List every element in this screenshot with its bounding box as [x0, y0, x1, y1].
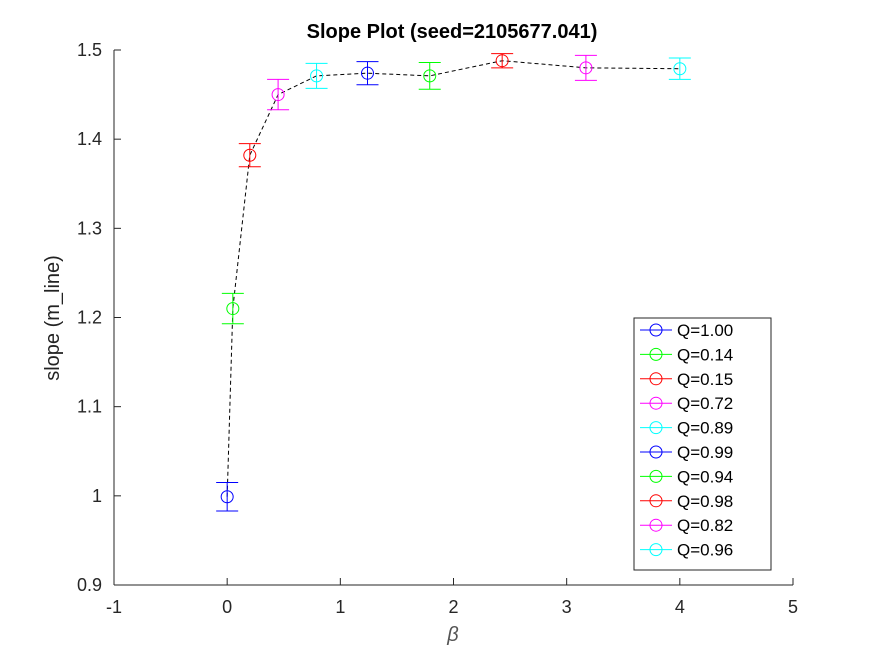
- legend-label: Q=0.96: [677, 541, 733, 560]
- x-tick-label: 0: [222, 597, 232, 617]
- data-point: [356, 61, 379, 86]
- legend: Q=1.00 Q=0.14 Q=0.15 Q=0.72 Q=0.89 Q=0.99 Q=0.…: [633, 317, 772, 571]
- legend-marker: [649, 543, 663, 557]
- data-point: [491, 53, 514, 69]
- legend-marker: [649, 445, 663, 459]
- legend-marker: [649, 518, 663, 532]
- legend-marker: [649, 372, 663, 386]
- x-tick-label: 5: [788, 597, 798, 617]
- legend-entry: Q=0.89: [640, 419, 733, 438]
- legend-label: Q=0.94: [677, 467, 733, 486]
- legend-label: Q=0.72: [677, 394, 733, 413]
- x-axis-label: β: [446, 624, 458, 646]
- x-axis-ticks: -1 0 1 2 3 4 5: [106, 578, 798, 617]
- data-markers: [216, 53, 691, 512]
- y-tick-label: 1.5: [77, 40, 102, 60]
- legend-entry: Q=0.14: [640, 345, 733, 364]
- x-tick-label: 1: [335, 597, 345, 617]
- x-tick-label: 2: [448, 597, 458, 617]
- data-point: [574, 54, 597, 81]
- legend-entry: Q=0.94: [640, 467, 733, 486]
- data-point: [305, 62, 328, 89]
- legend-label: Q=0.89: [677, 419, 733, 438]
- legend-marker: [649, 347, 663, 361]
- marker-circle: [495, 54, 509, 68]
- legend-entry: Q=0.98: [640, 492, 733, 511]
- marker-circle: [243, 148, 257, 162]
- legend-label: Q=0.98: [677, 492, 733, 511]
- legend-entry: Q=0.96: [640, 541, 733, 560]
- legend-label: Q=0.99: [677, 443, 733, 462]
- data-point: [267, 78, 290, 111]
- legend-label: Q=0.15: [677, 370, 733, 389]
- y-tick-label: 1: [92, 486, 102, 506]
- connector-line: [226, 60, 680, 497]
- legend-entry: Q=0.15: [640, 370, 733, 389]
- y-tick-label: 0.9: [77, 575, 102, 595]
- marker-circle: [423, 69, 437, 83]
- legend-entry: Q=0.72: [640, 394, 733, 413]
- y-tick-label: 1.3: [77, 218, 102, 238]
- marker-circle: [271, 88, 285, 102]
- data-point: [216, 481, 239, 512]
- y-tick-label: 1.2: [77, 308, 102, 328]
- marker-circle: [310, 69, 324, 83]
- marker-circle: [673, 62, 687, 76]
- legend-label: Q=1.00: [677, 321, 733, 340]
- legend-label: Q=0.14: [677, 345, 733, 364]
- data-point: [238, 143, 261, 168]
- legend-marker: [649, 421, 663, 435]
- legend-entry: Q=0.99: [640, 443, 733, 462]
- data-point: [418, 61, 441, 90]
- marker-circle: [220, 490, 234, 504]
- legend-marker: [649, 323, 663, 337]
- legend-marker: [649, 494, 663, 508]
- marker-circle: [360, 66, 374, 80]
- data-point: [221, 292, 244, 325]
- y-tick-label: 1.4: [77, 129, 102, 149]
- legend-entry: Q=0.82: [640, 516, 733, 535]
- y-axis-ticks: 0.9 1 1.1 1.2 1.3 1.4 1.5: [77, 40, 121, 595]
- marker-circle: [579, 61, 593, 75]
- legend-label: Q=0.82: [677, 516, 733, 535]
- legend-entry: Q=1.00: [640, 321, 733, 340]
- marker-circle: [226, 302, 240, 316]
- x-tick-label: 4: [675, 597, 685, 617]
- x-tick-label: 3: [562, 597, 572, 617]
- legend-marker: [649, 469, 663, 483]
- y-axis-label: slope (m_line): [42, 255, 64, 381]
- y-tick-label: 1.1: [77, 397, 102, 417]
- legend-marker: [649, 396, 663, 410]
- x-tick-label: -1: [106, 597, 122, 617]
- data-point: [668, 57, 691, 80]
- chart-title: Slope Plot (seed=2105677.041): [307, 21, 598, 43]
- connector-polyline: [226, 60, 680, 497]
